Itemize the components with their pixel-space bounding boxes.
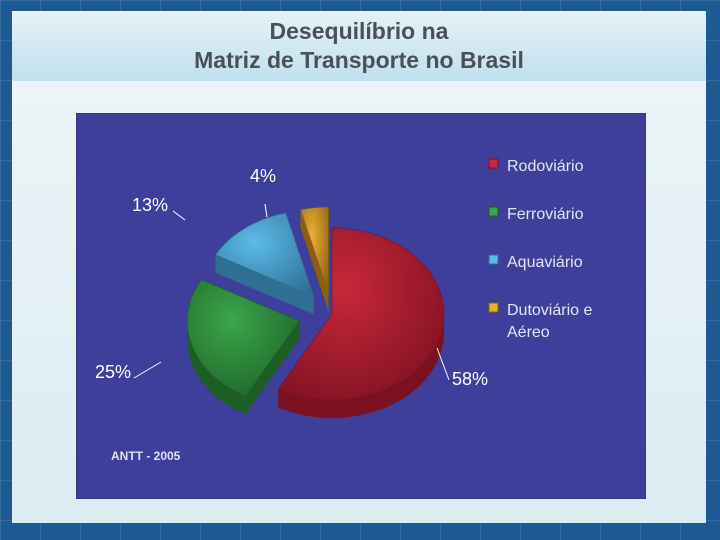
legend-swatch-1 bbox=[488, 206, 499, 217]
title-line-1: Desequilíbrio na bbox=[269, 18, 449, 44]
value-label-0: 58% bbox=[452, 369, 488, 389]
leader-line-0 bbox=[436, 347, 450, 381]
slice-0 bbox=[277, 227, 445, 401]
chart-panel: 58% 25% 13% 4% Rodoviário Ferroviário Aquaviár… bbox=[77, 114, 645, 498]
value-label-1: 25% bbox=[95, 362, 131, 382]
legend-swatch-0 bbox=[488, 158, 499, 169]
value-label-3: 4% bbox=[250, 166, 276, 186]
legend-label-0: Rodoviário bbox=[507, 158, 584, 175]
slice-2 bbox=[215, 212, 315, 297]
slice-side-3-0 bbox=[300, 209, 329, 312]
slice-1 bbox=[187, 279, 300, 397]
source-label: ANTT - 2005 bbox=[111, 449, 181, 463]
legend-swatch-3 bbox=[488, 302, 499, 313]
legend-swatch-2 bbox=[488, 254, 499, 265]
slide-title: Desequilíbrio na Matriz de Transporte no… bbox=[12, 17, 706, 75]
legend-label-1: Ferroviário bbox=[507, 206, 584, 223]
title-band bbox=[12, 11, 706, 81]
leader-line-2 bbox=[172, 210, 186, 221]
title-line-2: Matriz de Transporte no Brasil bbox=[194, 47, 524, 73]
slice-edge-0 bbox=[278, 314, 444, 418]
value-label-2: 13% bbox=[132, 195, 168, 215]
slice-side-2-0 bbox=[215, 254, 314, 315]
slice-side-1-0 bbox=[245, 321, 300, 415]
legend-label-3-1: Aéreo bbox=[507, 324, 550, 341]
legend-label-2: Aquaviário bbox=[507, 254, 583, 271]
pie-chart: 58% 25% 13% 4% Rodoviário Ferroviário Aquaviár… bbox=[95, 158, 592, 463]
slice-edge-1 bbox=[187, 321, 246, 415]
slice-3 bbox=[300, 206, 329, 294]
legend-label-3: Dutoviário e bbox=[507, 302, 592, 319]
leader-line-1 bbox=[133, 361, 162, 379]
leader-line-3 bbox=[264, 203, 268, 218]
